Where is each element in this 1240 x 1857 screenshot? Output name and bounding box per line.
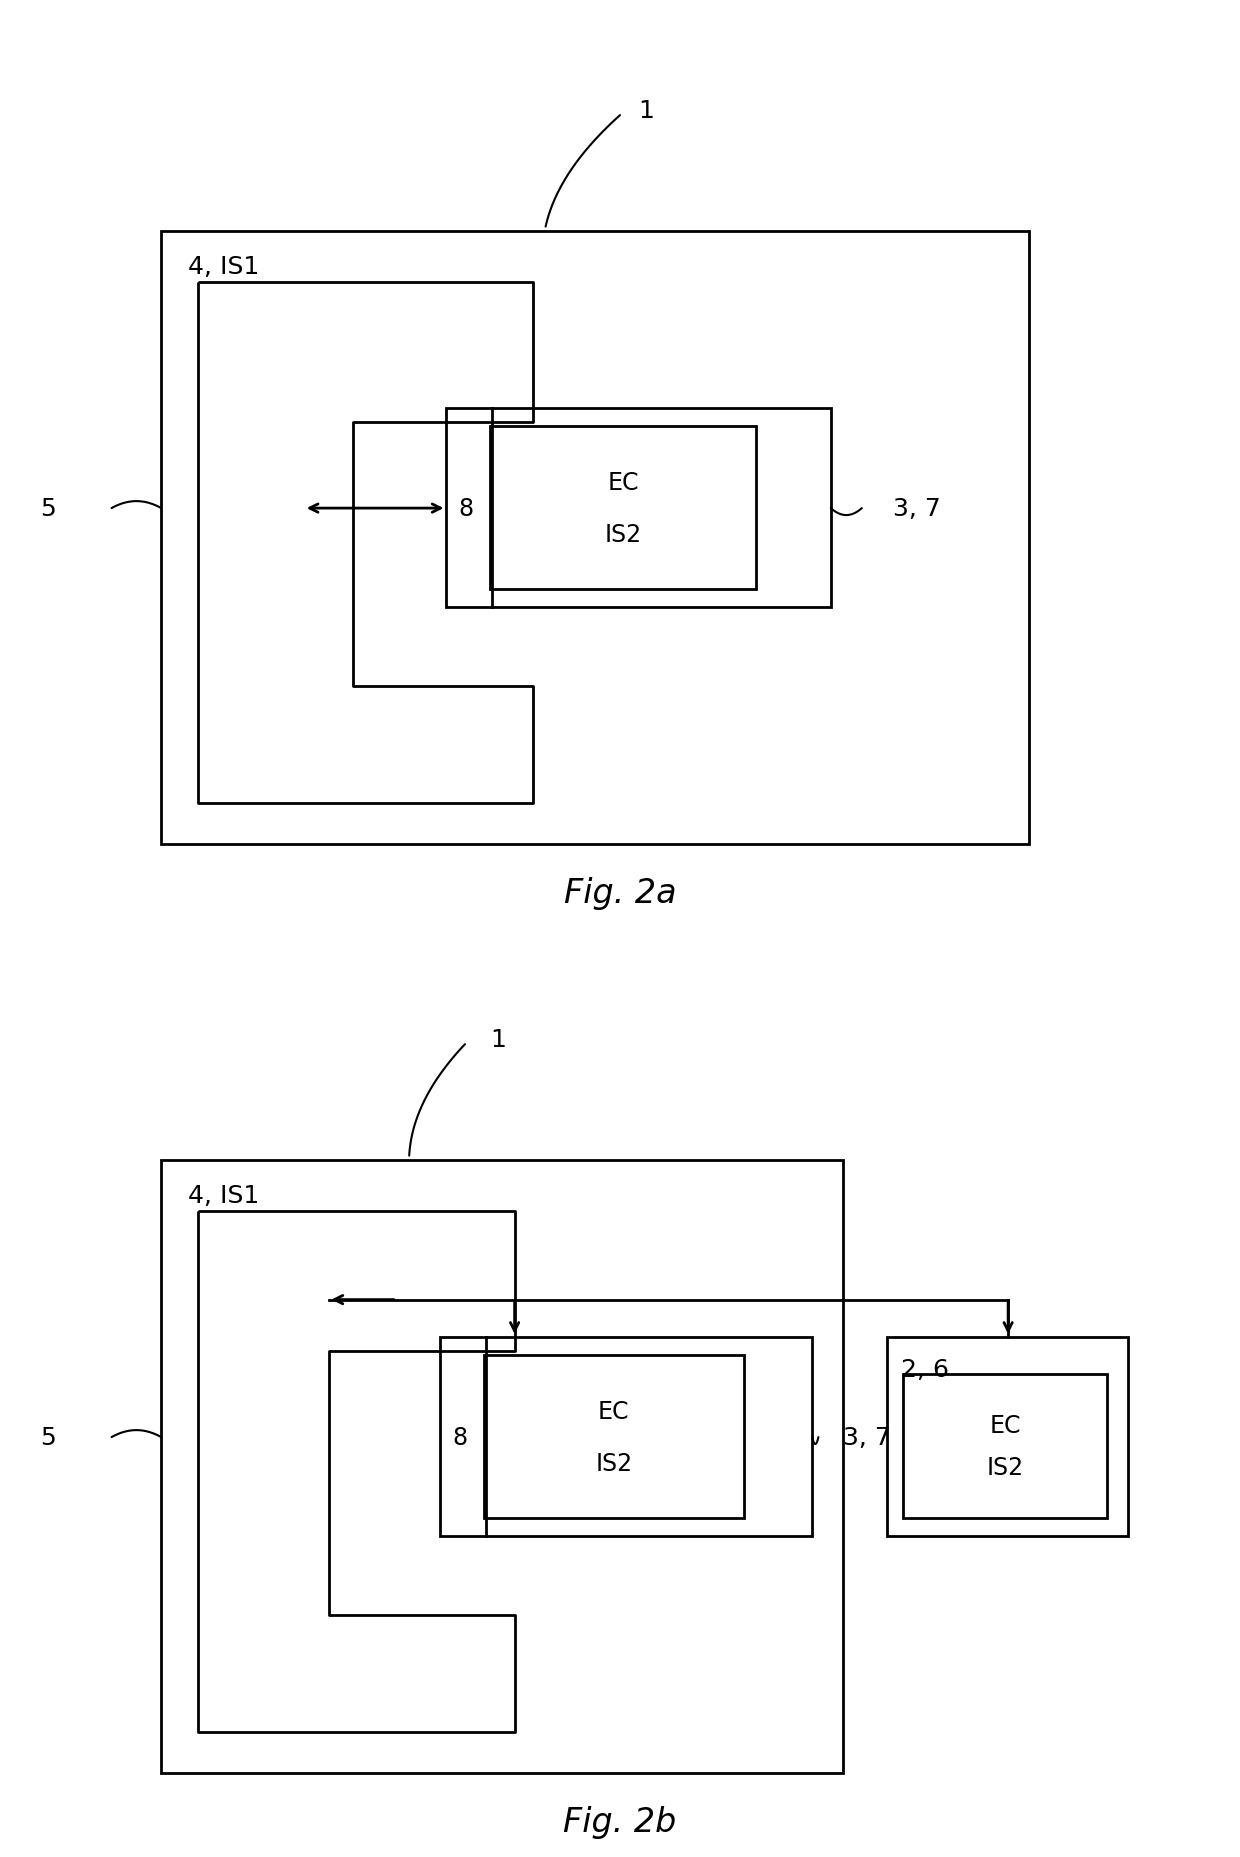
Text: 1: 1 [490, 1029, 506, 1051]
Text: 5: 5 [40, 1426, 56, 1448]
Text: 1: 1 [639, 100, 655, 123]
Text: 2, 6: 2, 6 [901, 1357, 950, 1382]
Text: 4, IS1: 4, IS1 [188, 256, 259, 279]
Text: 4, IS1: 4, IS1 [188, 1185, 259, 1207]
Text: 3, 7: 3, 7 [893, 498, 941, 520]
Text: EC: EC [990, 1413, 1021, 1437]
Bar [903, 1374, 1107, 1519]
Text: IS2: IS2 [595, 1450, 632, 1474]
Text: Fig. 2a: Fig. 2a [564, 877, 676, 910]
Bar [440, 1337, 812, 1538]
Text: 3, 7: 3, 7 [843, 1426, 892, 1448]
Text: EC: EC [598, 1398, 630, 1422]
Text: 8: 8 [453, 1424, 467, 1448]
Text: 8: 8 [459, 496, 474, 520]
Text: IS2: IS2 [987, 1456, 1023, 1480]
Bar [484, 1356, 744, 1519]
Text: Fig. 2b: Fig. 2b [563, 1805, 677, 1838]
Text: 5: 5 [40, 498, 56, 520]
Bar [887, 1337, 1128, 1538]
Bar [161, 1161, 843, 1773]
Text: IS2: IS2 [605, 522, 641, 546]
Bar [161, 232, 1029, 845]
Text: EC: EC [608, 470, 639, 494]
Bar [490, 427, 756, 591]
Bar [446, 409, 831, 609]
